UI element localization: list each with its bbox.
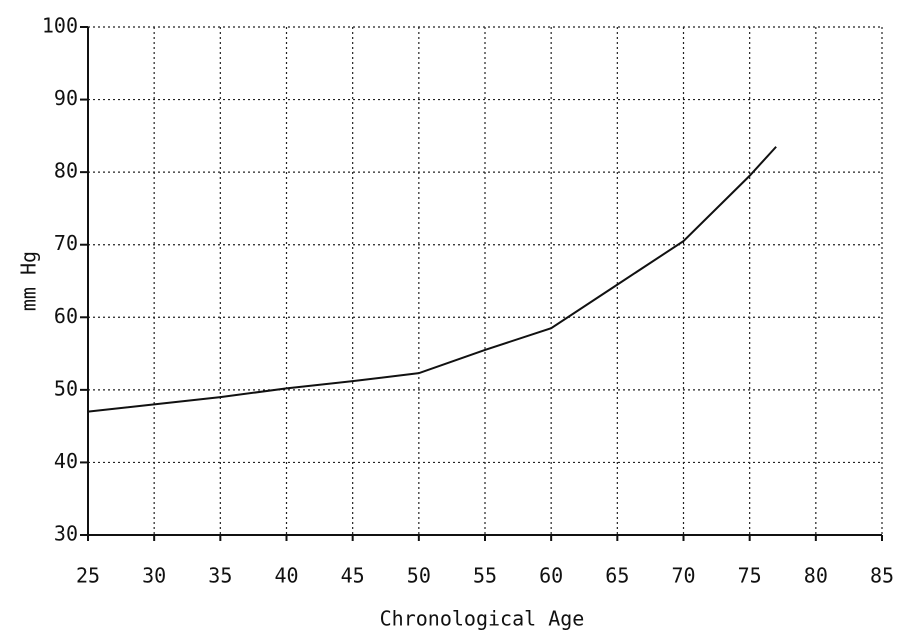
x-tick-label: 80 <box>804 564 828 588</box>
x-axis-label: Chronological Age <box>380 607 585 631</box>
x-tick-label: 50 <box>407 564 431 588</box>
y-tick-label: 40 <box>54 449 78 473</box>
x-tick-label: 40 <box>274 564 298 588</box>
y-tick-label: 90 <box>54 86 78 110</box>
y-axis-label: mm Hg <box>17 251 41 311</box>
x-tick-label: 30 <box>142 564 166 588</box>
x-tick-label: 70 <box>671 564 695 588</box>
x-tick-label: 85 <box>870 564 894 588</box>
y-tick-label: 100 <box>42 14 78 38</box>
x-tick-label: 35 <box>208 564 232 588</box>
x-tick-label: 75 <box>738 564 762 588</box>
x-tick-label: 65 <box>605 564 629 588</box>
y-tick-label: 50 <box>54 376 78 400</box>
data-line <box>87 146 777 413</box>
y-tick-label: 30 <box>54 522 78 546</box>
y-tick-label: 80 <box>54 159 78 183</box>
x-tick-label: 25 <box>76 564 100 588</box>
y-tick-label: 60 <box>54 304 78 328</box>
x-tick-label: 60 <box>539 564 563 588</box>
x-tick-label: 45 <box>341 564 365 588</box>
y-tick-label: 70 <box>54 231 78 255</box>
x-tick-label: 55 <box>473 564 497 588</box>
